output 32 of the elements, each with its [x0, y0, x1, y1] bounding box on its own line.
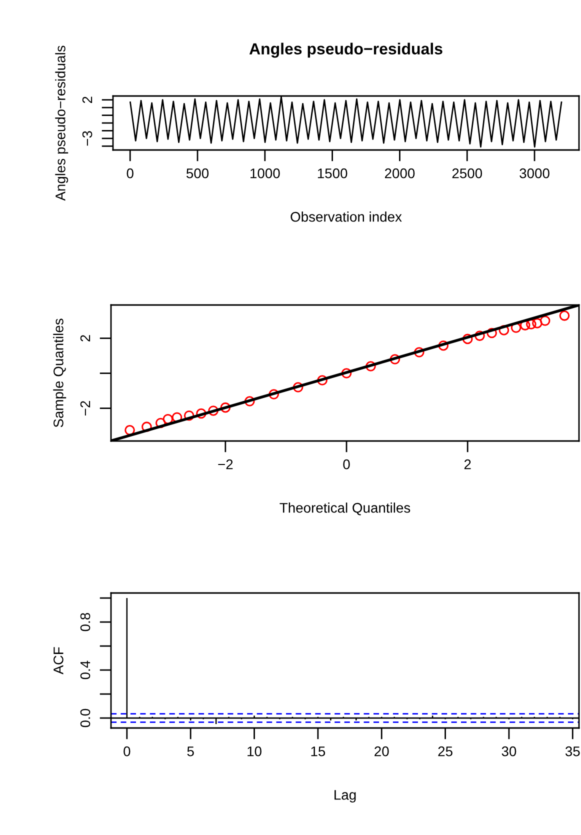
x-tick-label: 5	[187, 746, 194, 756]
x-tick-label: 15	[311, 746, 326, 756]
x-tick-label: 35	[565, 746, 580, 756]
y-tick-label: −2	[80, 401, 90, 416]
x-tick-label: 10	[248, 746, 262, 756]
y-tick-label: 0.0	[80, 708, 90, 728]
y-tick-label: −3	[82, 131, 92, 146]
x-tick-label: 0	[126, 168, 134, 178]
x-axis-title: Theoretical Quantiles	[280, 502, 410, 516]
x-tick-label: 3000	[520, 168, 550, 178]
x-tick-label: 1000	[250, 168, 280, 178]
x-tick-label: 0	[343, 459, 350, 470]
x-tick-label: 1500	[318, 168, 348, 178]
x-tick-label: 20	[374, 746, 389, 756]
y-tick-label: 2	[80, 335, 90, 342]
y-axis-title: ACF	[54, 647, 64, 674]
y-tick-label: 0.4	[80, 660, 90, 680]
y-axis-title: Sample Quantiles	[53, 318, 66, 428]
x-tick-label: 2	[464, 459, 471, 470]
x-tick-label: 0	[124, 746, 130, 756]
x-tick-label: 500	[186, 168, 209, 178]
y-axis-title: Angles pseudo−residuals	[55, 46, 68, 201]
x-tick-label: 2500	[452, 168, 482, 178]
x-axis-title: Observation index	[290, 212, 402, 222]
x-tick-label: −2	[218, 459, 233, 470]
chart-title: Angles pseudo−residuals	[249, 42, 442, 58]
x-axis-title: Lag	[334, 790, 356, 803]
x-tick-label: 25	[438, 746, 452, 756]
x-tick-label: 30	[502, 746, 516, 756]
y-tick-label: 2	[82, 96, 92, 104]
x-tick-label: 2000	[384, 168, 415, 178]
y-tick-label: 0.8	[80, 612, 90, 632]
